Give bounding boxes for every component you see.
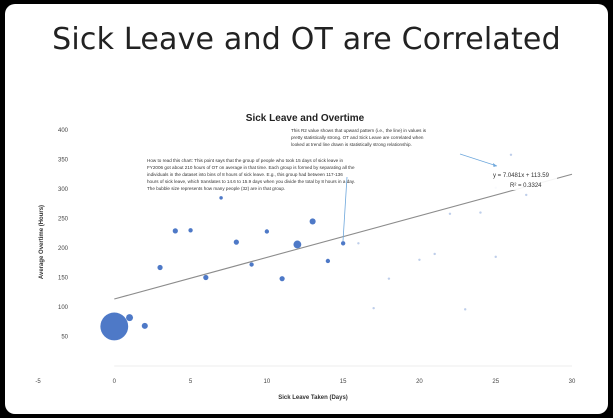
data-point bbox=[372, 306, 375, 310]
data-point bbox=[325, 258, 331, 264]
trendline-equation: y = 7.0481x + 113.59 bbox=[493, 173, 550, 179]
how-to-read-text: hours of sick leave, which translates to… bbox=[147, 179, 355, 184]
callout-line bbox=[459, 153, 498, 167]
data-point bbox=[203, 274, 209, 281]
equation-box bbox=[489, 167, 557, 190]
data-point bbox=[141, 322, 148, 329]
x-tick-label: 25 bbox=[492, 379, 499, 385]
data-point bbox=[479, 211, 482, 214]
data-point bbox=[233, 239, 239, 245]
data-point bbox=[188, 228, 193, 233]
data-point bbox=[418, 258, 421, 261]
slide-title: Sick Leave and OT are Correlated bbox=[52, 22, 561, 57]
y-tick-label: 200 bbox=[58, 246, 69, 252]
chart-title: Sick Leave and Overtime bbox=[246, 113, 365, 124]
data-point bbox=[126, 314, 134, 322]
data-point bbox=[100, 312, 129, 341]
x-tick-label: 20 bbox=[416, 379, 423, 385]
callout-arrowhead bbox=[493, 163, 497, 167]
how-to-read-text: FY2006 got about 210 hours of OT on aver… bbox=[147, 165, 355, 170]
x-tick-label: 5 bbox=[189, 379, 193, 385]
how-to-read-text: How to read this chart: This point says … bbox=[147, 158, 343, 163]
data-point bbox=[509, 153, 513, 156]
data-point bbox=[494, 255, 497, 259]
y-tick-label: 350 bbox=[58, 158, 69, 164]
x-tick-label: 30 bbox=[569, 379, 576, 385]
y-tick-label: 150 bbox=[58, 276, 69, 282]
data-point bbox=[464, 308, 467, 311]
how-to-read-text: individuals in the dataset into bins of … bbox=[147, 172, 343, 177]
y-axis-label: Average Overtime (Hours) bbox=[39, 205, 45, 279]
x-tick-label: 15 bbox=[340, 379, 347, 385]
r2-note-text: This R2 value shows that upward pattern … bbox=[291, 128, 427, 133]
data-point bbox=[387, 277, 391, 280]
data-point bbox=[219, 196, 223, 200]
data-point bbox=[157, 264, 163, 271]
x-tick-label: 10 bbox=[264, 379, 271, 385]
data-point bbox=[433, 252, 436, 256]
how-to-read-text: The bubble size represents how many peop… bbox=[147, 186, 285, 191]
data-point bbox=[293, 240, 302, 249]
x-tick-label: -5 bbox=[35, 379, 41, 385]
data-point bbox=[357, 242, 360, 245]
data-point bbox=[309, 218, 316, 225]
data-point bbox=[172, 228, 178, 234]
data-point bbox=[264, 229, 270, 234]
r-squared-label: R² = 0.3324 bbox=[510, 183, 542, 189]
y-tick-label: 50 bbox=[61, 335, 68, 341]
data-point bbox=[340, 241, 346, 246]
data-point bbox=[448, 212, 452, 215]
slide: Sick Leave and OT are Correlated Sick Le… bbox=[5, 4, 608, 414]
y-tick-label: 300 bbox=[58, 187, 69, 193]
x-axis-label: Sick Leave Taken (Days) bbox=[278, 395, 348, 401]
y-tick-label: 400 bbox=[58, 128, 69, 134]
r2-note-text: pretty statistically strong. OT and Sick… bbox=[291, 135, 424, 140]
y-tick-label: 100 bbox=[58, 305, 69, 311]
x-tick-label: 0 bbox=[113, 379, 117, 385]
r2-note-text: looked at trend line drawn is statistica… bbox=[291, 142, 412, 147]
data-point bbox=[249, 262, 254, 267]
y-tick-label: 250 bbox=[58, 217, 69, 223]
data-point bbox=[525, 193, 528, 197]
scatter-chart: Sick Leave and Overtime50100150200250300… bbox=[35, 113, 576, 401]
data-point bbox=[279, 276, 285, 282]
callout-line bbox=[342, 176, 348, 242]
